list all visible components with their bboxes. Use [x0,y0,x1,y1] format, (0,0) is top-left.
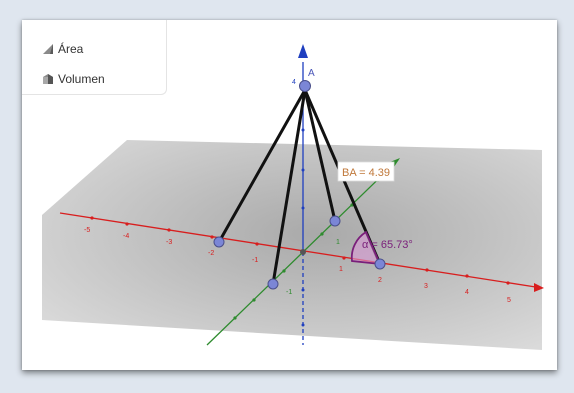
algebra-panel: Área Volumen [22,20,167,95]
origin-point [300,249,306,255]
segment-left [217,88,307,244]
length-label[interactable]: BA = 4.39 [342,167,390,179]
x-tick-label: 2 [378,277,382,284]
x-tick-label: -5 [84,227,90,234]
volume-icon [43,74,53,84]
x-axis-arrow [534,283,544,292]
point-base-back[interactable] [329,215,341,227]
y-tick-label: 1 [336,239,340,246]
x-axis-ticks [90,216,510,285]
menu-item-volume[interactable]: Volumen [42,70,105,88]
point-base-right[interactable] [374,258,386,270]
segment-back [303,88,337,223]
x-tick-label: -4 [123,233,129,240]
viewport-frame: -5 -4 -3 -2 -1 1 2 3 4 5 -1 1 4 [22,20,557,370]
x-tick-label: -3 [166,239,172,246]
apex-label: A [308,68,315,79]
x-tick-label: 4 [465,289,469,296]
x-tick-label: 3 [424,283,428,290]
x-axis-tick-labels: -5 -4 -3 -2 -1 1 2 3 4 5 [84,227,511,304]
point-base-left[interactable] [213,236,225,248]
angle-marker[interactable] [350,230,382,266]
menu-item-label: Volumen [58,72,105,86]
x-tick-label: 1 [339,266,343,273]
segment-front [271,88,307,286]
3d-graphics-view[interactable]: -5 -4 -3 -2 -1 1 2 3 4 5 -1 1 4 [22,20,557,370]
area-icon [43,44,53,54]
z-axis-ticks [301,128,305,327]
z-axis-arrow [298,44,308,58]
menu-item-label: Área [58,42,84,56]
x-tick-label: 5 [507,297,511,304]
point-apex-a[interactable] [299,80,311,92]
menu-item-area[interactable]: Área [42,40,83,58]
xy-plane [42,140,542,350]
length-label-box [337,161,395,182]
x-tick-label: -2 [208,250,214,257]
x-tick-label: -1 [252,257,258,264]
angle-label[interactable]: α = 65.73° [362,239,413,251]
y-tick-label: -1 [286,289,292,296]
point-base-front[interactable] [267,278,279,290]
z-tick-label: 4 [292,79,296,86]
